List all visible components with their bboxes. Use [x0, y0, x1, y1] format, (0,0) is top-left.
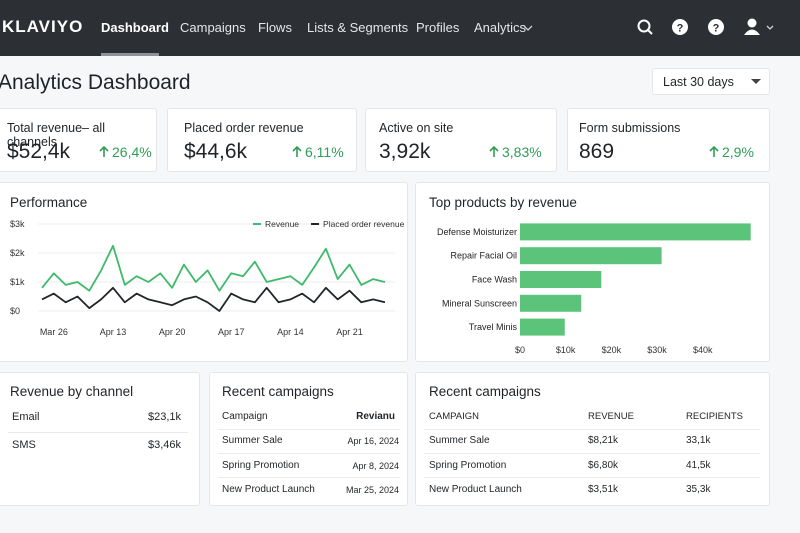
active-indicator [101, 53, 159, 56]
kpi-card: Form submissions 869 2,9% [567, 108, 770, 172]
channel-revenue: $3,46k [147, 439, 181, 451]
nav-item[interactable]: Lists & Segments [307, 20, 409, 35]
card-title: Recent campaigns [429, 384, 541, 399]
campaign-name[interactable]: Spring Promotion [429, 460, 507, 471]
up-arrow [709, 146, 719, 157]
revenue-channel-card: Revenue by channel Email $23,1k SMS $3,4… [0, 372, 200, 506]
logo[interactable]: KLAVIYO [2, 17, 84, 36]
divider [424, 453, 760, 454]
kpi-change: 26,4% [99, 144, 152, 160]
page-title: Analytics Dashboard [0, 71, 191, 94]
campaign-recipients: 41,5k [686, 460, 711, 471]
campaign-date: Mar 25, 2024 [345, 485, 399, 495]
campaign-date: Apr 16, 2024 [347, 436, 399, 446]
kpi-change-text: 2,9% [722, 144, 754, 160]
channel-revenue: $23,1k [147, 411, 181, 423]
kpi-card: Active on site 3,92k 3,83% [365, 108, 557, 172]
campaign-recipients: 33,1k [686, 435, 711, 446]
kpi-value: 869 [579, 140, 615, 163]
nav-item[interactable]: Dashboard [101, 20, 169, 35]
nav-item[interactable]: Profiles [416, 20, 460, 35]
column-header: Revianu [356, 411, 395, 422]
column-header: REVENUE [588, 411, 634, 422]
kpi-change-text: 6,11% [305, 144, 344, 160]
campaign-name[interactable]: New Product Launch [222, 484, 315, 495]
svg-text:?: ? [713, 23, 720, 35]
kpi-label: Active on site [379, 121, 454, 135]
divider [218, 453, 400, 454]
campaign-recipients: 35,3k [686, 484, 711, 495]
date-range-select[interactable]: Last 30 days [652, 68, 770, 95]
divider [218, 477, 400, 478]
campaign-revenue: $6,80k [588, 460, 619, 471]
divider [424, 477, 760, 478]
divider [218, 429, 400, 430]
kpi-label: Total revenue– all channels [7, 121, 105, 149]
up-arrow [99, 146, 109, 157]
svg-text:?: ? [677, 23, 684, 35]
kpi-label: Form submissions [579, 121, 681, 135]
kpi-card: Total revenue– all channels $52,4k 26,4% [0, 108, 157, 172]
kpi-label: Placed order revenue [184, 121, 304, 135]
column-header: RECIPIENTS [686, 411, 744, 422]
campaign-revenue: $8,21k [588, 435, 619, 446]
card-title: Performance [10, 195, 88, 210]
nav-item[interactable]: Analytics [474, 20, 527, 35]
channel-name: Email [12, 411, 40, 423]
divider [424, 429, 760, 430]
column-header: CAMPAIGN [429, 411, 479, 422]
performance-card: Performance [0, 182, 408, 362]
kpi-value: $52,4k [7, 140, 71, 163]
up-arrow [292, 146, 302, 157]
column-header: Campaign [222, 411, 268, 422]
kpi-change: 6,11% [292, 144, 344, 160]
card-title: Revenue by channel [10, 384, 134, 399]
top-products-card: Top products by revenue [415, 182, 770, 362]
kpi-change: 2,9% [709, 144, 754, 160]
chevron [523, 25, 533, 31]
top-nav: KLAVIYO Dashboard Campaigns Flows Lists … [0, 0, 800, 56]
recent-campaigns-detail-card: Recent campaigns CAMPAIGN REVENUE RECIPI… [415, 372, 770, 506]
kpi-value: 3,92k [379, 140, 431, 163]
campaign-name[interactable]: Summer Sale [222, 435, 283, 446]
nav-item[interactable]: Flows [258, 20, 292, 35]
card-title: Top products by revenue [429, 195, 577, 210]
kpi-change-text: 3,83% [502, 144, 542, 160]
kpi-value: $44,6k [184, 140, 248, 163]
campaign-name[interactable]: Summer Sale [429, 435, 490, 446]
divider [8, 432, 188, 433]
up-arrow [489, 146, 499, 157]
card-title: Recent campaigns [222, 384, 334, 399]
campaign-name[interactable]: Spring Promotion [222, 460, 300, 471]
caret [751, 79, 761, 84]
kpi-card: Placed order revenue $44,6k 6,11% [167, 108, 357, 172]
campaign-name[interactable]: New Product Launch [429, 484, 522, 495]
campaign-date: Apr 8, 2024 [352, 461, 399, 471]
channel-name: SMS [12, 439, 36, 451]
kpi-change: 3,83% [489, 144, 542, 160]
campaign-revenue: $3,51k [588, 484, 619, 495]
date-range: Last 30 days [663, 75, 734, 89]
nav-icons[interactable]: ? ? [630, 12, 790, 44]
kpi-change-text: 26,4% [112, 144, 152, 160]
recent-campaigns-card: Recent campaigns Campaign Revianu Summer… [209, 372, 408, 506]
nav-item[interactable]: Campaigns [180, 20, 246, 35]
